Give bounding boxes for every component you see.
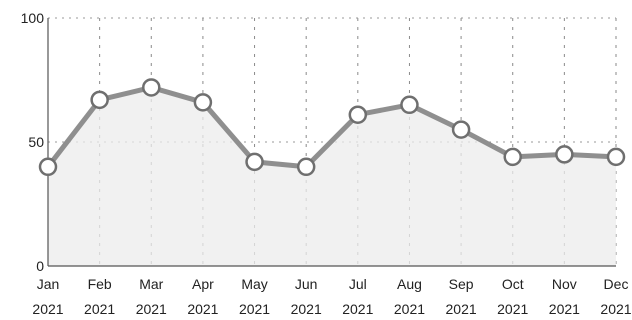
x-tick-label-month: Apr [192,276,214,292]
x-tick-label-year: 2021 [187,301,218,317]
data-point [606,147,626,167]
x-tick-label-year: 2021 [136,301,167,317]
x-tick-label-year: 2021 [549,301,580,317]
x-tick-label-month: Aug [397,276,422,292]
x-tick-label-year: 2021 [394,301,425,317]
x-tick-label-month: Jul [349,276,367,292]
x-tick-label-year: 2021 [600,301,631,317]
x-tick-label-year: 2021 [32,301,63,317]
data-point [296,157,316,177]
y-tick-label: 50 [28,134,44,150]
data-point [142,78,161,97]
x-tick-label-month: Jun [295,276,318,292]
x-tick-label-month: Jan [37,276,60,292]
x-tick-label-year: 2021 [239,301,270,317]
x-tick-label-year: 2021 [84,301,115,317]
x-tick-label-month: Feb [88,276,112,292]
x-tick-label-year: 2021 [446,301,477,317]
x-tick-label-month: Oct [502,276,524,292]
data-point [348,105,368,124]
y-tick-label: 0 [36,258,44,274]
x-tick-label-month: May [241,276,267,292]
x-tick-label-month: Nov [552,276,577,292]
data-point [503,147,522,167]
label-layer: 0 50 100 Jan 2021 Feb 2021 Mar 2021 Apr 2021 May 202… [21,10,632,317]
data-point [400,95,419,115]
data-point [193,93,213,112]
x-tick-label-year: 2021 [291,301,322,317]
data-point [245,152,264,172]
data-point [38,157,58,177]
x-tick-label-month: Sep [449,276,474,292]
x-tick-label-month: Mar [139,276,163,292]
x-tick-label-year: 2021 [497,301,528,317]
series-area-fill [48,87,616,266]
data-point [555,145,574,164]
x-tick-label-month: Dec [604,276,629,292]
data-point [451,120,471,139]
axis-layer [47,18,616,267]
point-layer [38,78,626,177]
x-tick-label-year: 2021 [342,301,373,317]
data-point [90,90,109,110]
y-tick-label: 100 [21,10,45,26]
area-layer [48,87,616,266]
